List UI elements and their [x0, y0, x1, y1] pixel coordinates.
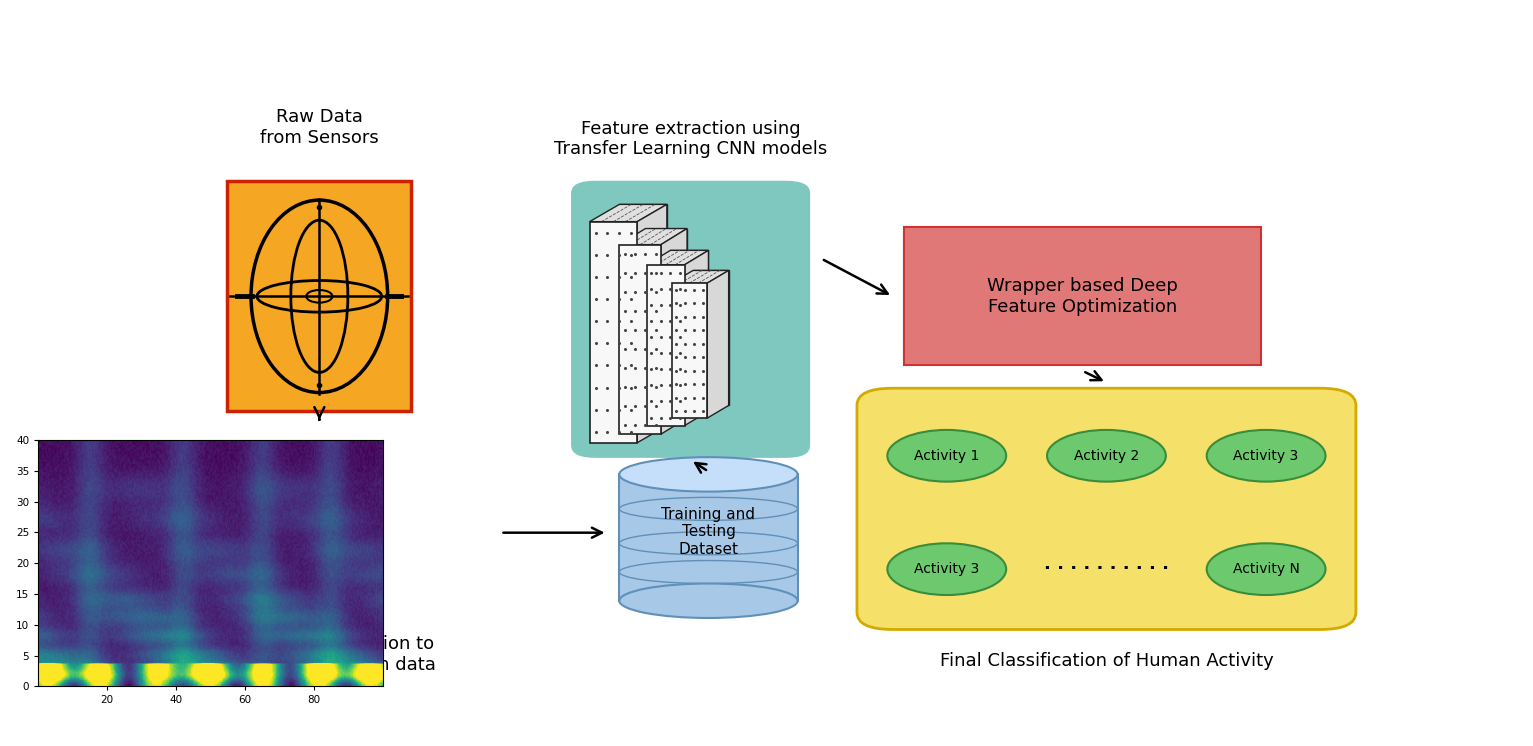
- Polygon shape: [619, 228, 687, 245]
- Polygon shape: [707, 271, 728, 418]
- Text: Activity 2: Activity 2: [1073, 449, 1139, 463]
- Polygon shape: [661, 228, 687, 434]
- Text: Wrapper based Deep
Feature Optimization: Wrapper based Deep Feature Optimization: [987, 277, 1179, 316]
- Text: Activity 1: Activity 1: [914, 449, 980, 463]
- Ellipse shape: [888, 543, 1006, 595]
- FancyBboxPatch shape: [857, 388, 1355, 630]
- Polygon shape: [647, 251, 708, 265]
- Text: Training and
Testing
Dataset: Training and Testing Dataset: [661, 507, 756, 557]
- Polygon shape: [685, 251, 708, 425]
- Text: Final Classification of Human Activity: Final Classification of Human Activity: [940, 653, 1274, 671]
- FancyBboxPatch shape: [227, 181, 411, 411]
- FancyBboxPatch shape: [670, 251, 708, 411]
- Text: Raw Data
from Sensors: Raw Data from Sensors: [261, 108, 379, 147]
- Polygon shape: [590, 204, 667, 222]
- Text: Activity 3: Activity 3: [914, 562, 980, 576]
- Ellipse shape: [619, 583, 797, 618]
- FancyBboxPatch shape: [590, 222, 638, 443]
- FancyBboxPatch shape: [619, 474, 797, 601]
- Text: · · · · · · · · · ·: · · · · · · · · · ·: [1044, 560, 1170, 578]
- FancyBboxPatch shape: [647, 265, 685, 425]
- Ellipse shape: [1206, 430, 1326, 482]
- Ellipse shape: [619, 457, 797, 492]
- Text: Activity 3: Activity 3: [1234, 449, 1298, 463]
- Ellipse shape: [888, 430, 1006, 482]
- Text: Feature extraction using
Transfer Learning CNN models: Feature extraction using Transfer Learni…: [553, 119, 828, 158]
- Polygon shape: [671, 271, 728, 283]
- Ellipse shape: [1206, 543, 1326, 595]
- FancyBboxPatch shape: [619, 204, 667, 425]
- FancyBboxPatch shape: [619, 245, 661, 434]
- Text: Activity N: Activity N: [1233, 562, 1300, 576]
- Text: Transformation to
spectrogram data: Transformation to spectrogram data: [274, 636, 435, 674]
- FancyBboxPatch shape: [693, 271, 728, 405]
- Ellipse shape: [1047, 430, 1167, 482]
- FancyBboxPatch shape: [645, 228, 687, 418]
- FancyBboxPatch shape: [904, 228, 1260, 366]
- Polygon shape: [638, 204, 667, 443]
- FancyBboxPatch shape: [671, 283, 707, 418]
- FancyBboxPatch shape: [572, 181, 809, 457]
